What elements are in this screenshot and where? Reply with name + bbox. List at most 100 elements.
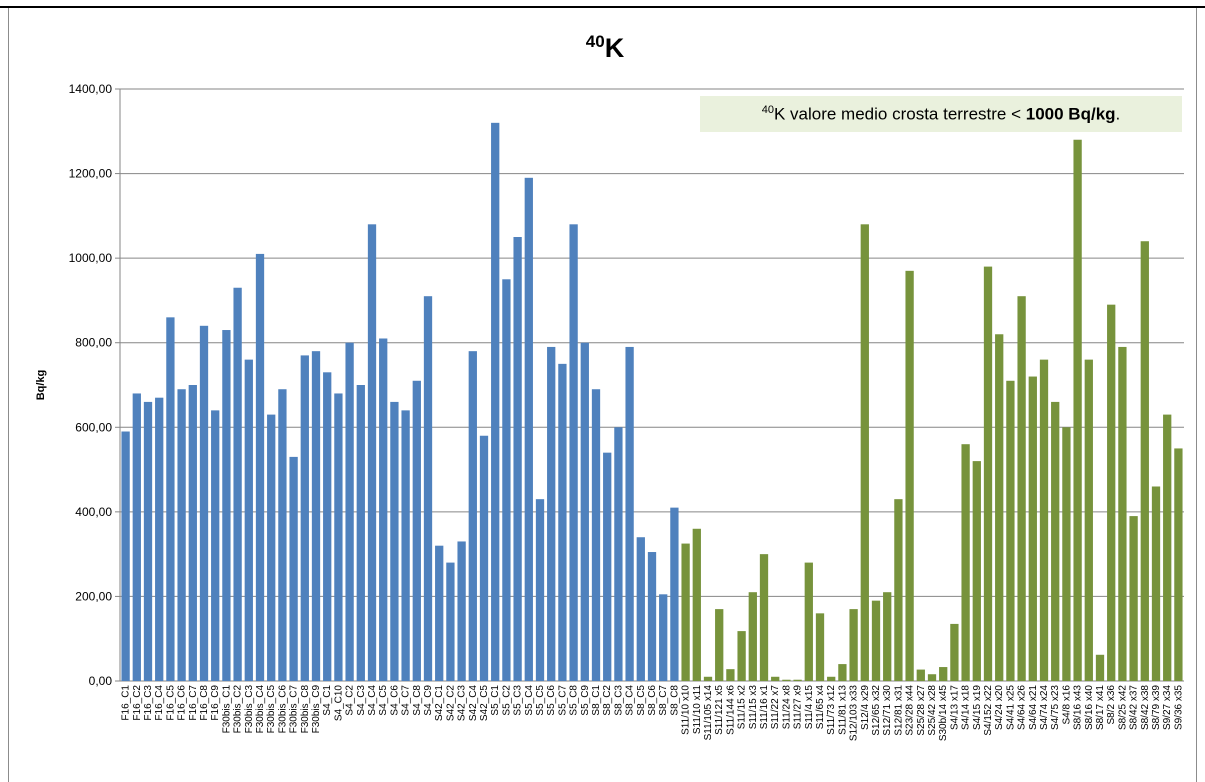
- bar: [670, 507, 679, 681]
- bar: [401, 410, 410, 681]
- x-tick-label: S12/81 x31: [893, 685, 904, 736]
- x-tick-label: S4/74 x24: [1039, 685, 1050, 730]
- x-tick-label: S4_C7: [401, 685, 412, 716]
- bar: [860, 224, 869, 681]
- bar: [1062, 427, 1071, 681]
- x-tick-label: S12/4 x29: [860, 685, 871, 730]
- x-tick-label: S4_C9: [423, 685, 434, 716]
- x-tick-label: F30bis_C5: [266, 685, 277, 734]
- bar: [300, 355, 309, 681]
- bar: [155, 397, 164, 681]
- x-tick-label: F16_C8: [199, 685, 210, 721]
- x-tick-label: S8/16 x40: [1084, 685, 1095, 730]
- bar: [603, 452, 612, 681]
- x-tick-label: S23/28 x44: [905, 685, 916, 736]
- bar: [1095, 654, 1105, 681]
- y-tick-label: 0,00: [89, 674, 113, 688]
- x-tick-label: S4/152 x22: [983, 685, 994, 736]
- x-tick-label: S12/103 x33: [849, 685, 860, 742]
- bar: [423, 296, 433, 681]
- chart-area-border: [8, 8, 1197, 782]
- bar: [233, 287, 242, 681]
- bar: [1006, 380, 1015, 681]
- x-tick-label: F30bis_C7: [289, 685, 300, 734]
- x-tick-label: S4/64 x21: [1028, 685, 1039, 730]
- x-tick-label: S8/17 x41: [1095, 685, 1106, 730]
- x-tick-label: S5_C6: [546, 685, 557, 716]
- bar: [188, 385, 197, 681]
- bar: [838, 664, 847, 681]
- bar: [748, 592, 757, 681]
- bar: [1039, 359, 1049, 681]
- bar: [132, 393, 141, 681]
- x-tick-label: S42_C3: [457, 685, 468, 722]
- x-tick-label: S5_C1: [490, 685, 501, 716]
- bar: [457, 541, 466, 681]
- y-tick-label: 800,00: [75, 336, 112, 350]
- bar: [255, 253, 265, 681]
- x-tick-label: S11/65 x4: [815, 685, 826, 730]
- bar: [558, 363, 567, 681]
- bar: [950, 623, 959, 681]
- x-tick-label: S12/71 x30: [882, 685, 893, 736]
- annotation-bold: 1000 Bq/kg: [1025, 104, 1116, 124]
- x-tick-label: S4_C8: [412, 685, 423, 716]
- y-tick-label: 1000,00: [69, 251, 113, 265]
- bar: [782, 679, 791, 681]
- bar: [491, 122, 500, 681]
- bar: [647, 552, 657, 681]
- x-tick-label: F30bis_C3: [244, 685, 255, 734]
- bar: [804, 562, 813, 681]
- bar: [1084, 359, 1093, 681]
- x-tick-label: S5_C7: [557, 685, 568, 716]
- bar: [311, 351, 321, 681]
- bar: [1073, 139, 1082, 682]
- y-tick-label: 1200,00: [69, 167, 113, 181]
- x-tick-label: S8_C4: [625, 685, 636, 716]
- x-tick-label: S8_C3: [613, 685, 624, 716]
- x-tick-label: S4_C5: [378, 685, 389, 716]
- x-tick-label: S5_C2: [501, 685, 512, 716]
- x-tick-label: S4/75 x23: [1050, 685, 1061, 730]
- bar: [636, 537, 645, 681]
- x-tick-label: S5_C9: [580, 685, 591, 716]
- x-tick-label: F30bis_C4: [255, 685, 266, 734]
- x-tick-label: F30bis_C6: [277, 685, 288, 734]
- bar: [625, 346, 634, 681]
- x-tick-label: F16_C1: [121, 685, 132, 721]
- bar: [267, 414, 276, 681]
- x-tick-label: S8/25 x42: [1117, 685, 1128, 730]
- bar: [244, 359, 253, 681]
- bar: [345, 342, 354, 681]
- x-tick-label: S8_C6: [647, 685, 658, 716]
- x-tick-label: S8_C2: [602, 685, 613, 716]
- bar: [849, 609, 858, 681]
- chart-title: 40K: [586, 32, 625, 63]
- bar: [827, 676, 836, 681]
- bar: [883, 592, 892, 681]
- x-tick-label: S11/24 x8: [781, 685, 792, 730]
- x-tick-label: S5_C3: [513, 685, 524, 716]
- x-tick-label: S4_C1: [322, 685, 333, 716]
- bar: [513, 237, 522, 681]
- y-tick-labels: 0,00 200,00 400,00 600,00 800,00 1000,00 1200,…: [69, 82, 113, 688]
- bar: [569, 224, 578, 681]
- x-tick-label: S42_C2: [445, 685, 456, 722]
- annotation-box: 40K valore medio crosta terrestre < 1000…: [700, 96, 1182, 132]
- x-tick-label: S11/105 x14: [703, 685, 714, 741]
- x-tick-label: F16_C6: [177, 685, 188, 721]
- y-tick-label: 600,00: [75, 420, 112, 434]
- bar: [468, 351, 477, 681]
- bar: [1174, 448, 1183, 681]
- bar: [289, 456, 298, 681]
- bar: [435, 545, 444, 681]
- bars: [121, 122, 1183, 682]
- bar: [222, 330, 231, 681]
- bar: [983, 266, 993, 681]
- bar: [367, 224, 377, 681]
- annotation-text: K valore medio crosta terrestre <: [773, 104, 1026, 124]
- chart-title-sup: 40: [586, 32, 605, 51]
- x-tick-label: S25/28 x27: [916, 685, 927, 736]
